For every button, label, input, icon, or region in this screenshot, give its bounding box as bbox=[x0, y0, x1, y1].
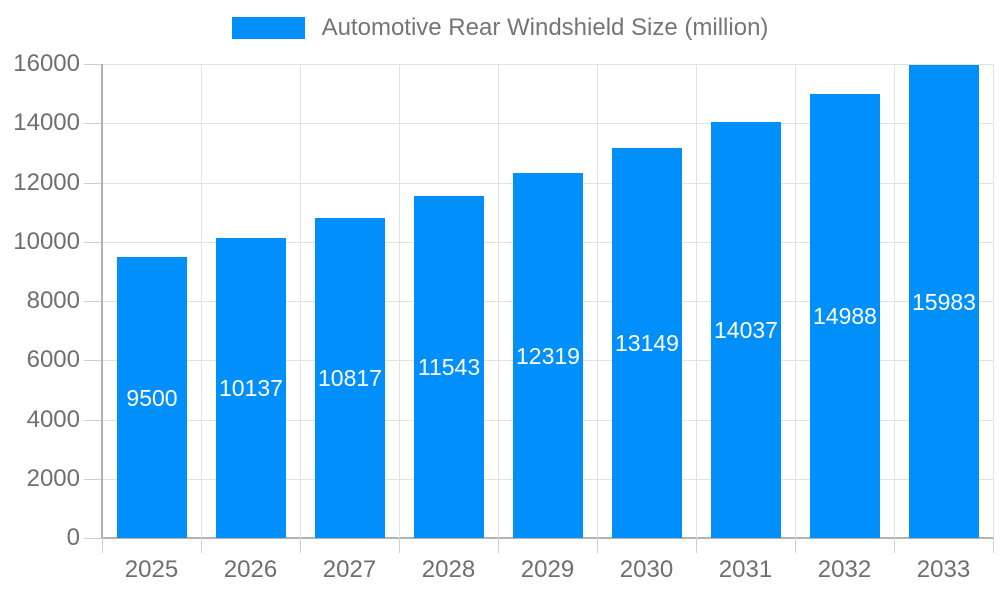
x-axis-label-2030: 2030 bbox=[619, 556, 674, 583]
bar-value-label: 14988 bbox=[813, 303, 877, 329]
x-axis-label-2025: 2025 bbox=[124, 556, 179, 583]
x-axis-tick bbox=[300, 538, 301, 553]
bar-value-label: 11543 bbox=[417, 354, 481, 380]
x-axis-label-2026: 2026 bbox=[223, 556, 278, 583]
bar-2030[interactable]: 13149 bbox=[612, 148, 682, 538]
bar-value-label: 15983 bbox=[912, 288, 976, 315]
x-axis-tick bbox=[993, 538, 994, 553]
x-axis-label-2029: 2029 bbox=[520, 556, 575, 583]
y-axis-label: 8000 bbox=[26, 287, 80, 314]
y-axis-label: 2000 bbox=[26, 465, 80, 492]
bar-2032[interactable]: 14988 bbox=[810, 94, 880, 538]
x-axis-tick bbox=[399, 538, 400, 553]
x-axis-tick bbox=[696, 538, 697, 553]
bar-2027[interactable]: 10817 bbox=[315, 218, 385, 538]
y-axis-label: 14000 bbox=[13, 109, 80, 136]
bar-2031[interactable]: 14037 bbox=[711, 122, 781, 538]
x-axis-line bbox=[102, 537, 993, 539]
v-gridline bbox=[696, 64, 697, 538]
y-axis-tick bbox=[84, 420, 102, 421]
x-axis-tick bbox=[498, 538, 499, 553]
x-axis-tick bbox=[597, 538, 598, 553]
y-axis-label: 12000 bbox=[13, 169, 80, 196]
x-axis-tick bbox=[894, 538, 895, 553]
bar-2029[interactable]: 12319 bbox=[513, 173, 583, 538]
x-axis-tick bbox=[102, 538, 103, 553]
v-gridline bbox=[894, 64, 895, 538]
v-gridline bbox=[300, 64, 301, 538]
v-gridline bbox=[993, 64, 994, 538]
h-gridline bbox=[102, 64, 993, 65]
legend-swatch bbox=[231, 17, 305, 39]
bar-value-label: 12319 bbox=[516, 342, 580, 369]
y-axis-tick bbox=[84, 64, 102, 65]
y-axis-tick bbox=[84, 183, 102, 184]
v-gridline bbox=[597, 64, 598, 538]
x-axis-label-2027: 2027 bbox=[322, 556, 377, 583]
x-axis-label-2031: 2031 bbox=[718, 556, 773, 583]
x-axis-tick bbox=[201, 538, 202, 553]
x-axis-tick bbox=[795, 538, 796, 553]
y-axis-label: 16000 bbox=[13, 50, 80, 77]
y-axis-tick bbox=[84, 123, 102, 124]
bar-value-label: 9500 bbox=[126, 384, 178, 411]
bar-2033[interactable]: 15983 bbox=[909, 65, 979, 538]
bar-value-label: 10137 bbox=[219, 375, 283, 401]
bar-value-label: 13149 bbox=[615, 330, 679, 356]
bar-2028[interactable]: 11543 bbox=[414, 196, 484, 538]
y-axis-tick bbox=[84, 479, 102, 480]
y-axis-tick bbox=[84, 360, 102, 361]
x-axis-label-2033: 2033 bbox=[916, 556, 971, 583]
v-gridline bbox=[201, 64, 202, 538]
y-axis-tick bbox=[84, 301, 102, 302]
x-axis-label-2032: 2032 bbox=[817, 556, 872, 583]
bar-2026[interactable]: 10137 bbox=[216, 238, 286, 538]
y-axis-label: 0 bbox=[66, 524, 80, 551]
bar-2025[interactable]: 9500 bbox=[117, 257, 187, 538]
y-axis-tick bbox=[84, 538, 102, 539]
y-axis-label: 6000 bbox=[26, 346, 80, 373]
y-axis-line bbox=[101, 64, 103, 538]
legend-item[interactable]: Automotive Rear Windshield Size (million… bbox=[0, 14, 1000, 42]
legend-label: Automotive Rear Windshield Size (million… bbox=[321, 14, 769, 41]
bar-value-label: 14037 bbox=[714, 317, 778, 343]
y-axis-label: 4000 bbox=[26, 406, 80, 433]
v-gridline bbox=[498, 64, 499, 538]
v-gridline bbox=[795, 64, 796, 538]
x-axis-label-2028: 2028 bbox=[421, 556, 476, 583]
y-axis-tick bbox=[84, 242, 102, 243]
h-gridline bbox=[102, 123, 993, 124]
y-axis-label: 10000 bbox=[13, 228, 80, 255]
bar-value-label: 10817 bbox=[318, 365, 382, 391]
v-gridline bbox=[399, 64, 400, 538]
